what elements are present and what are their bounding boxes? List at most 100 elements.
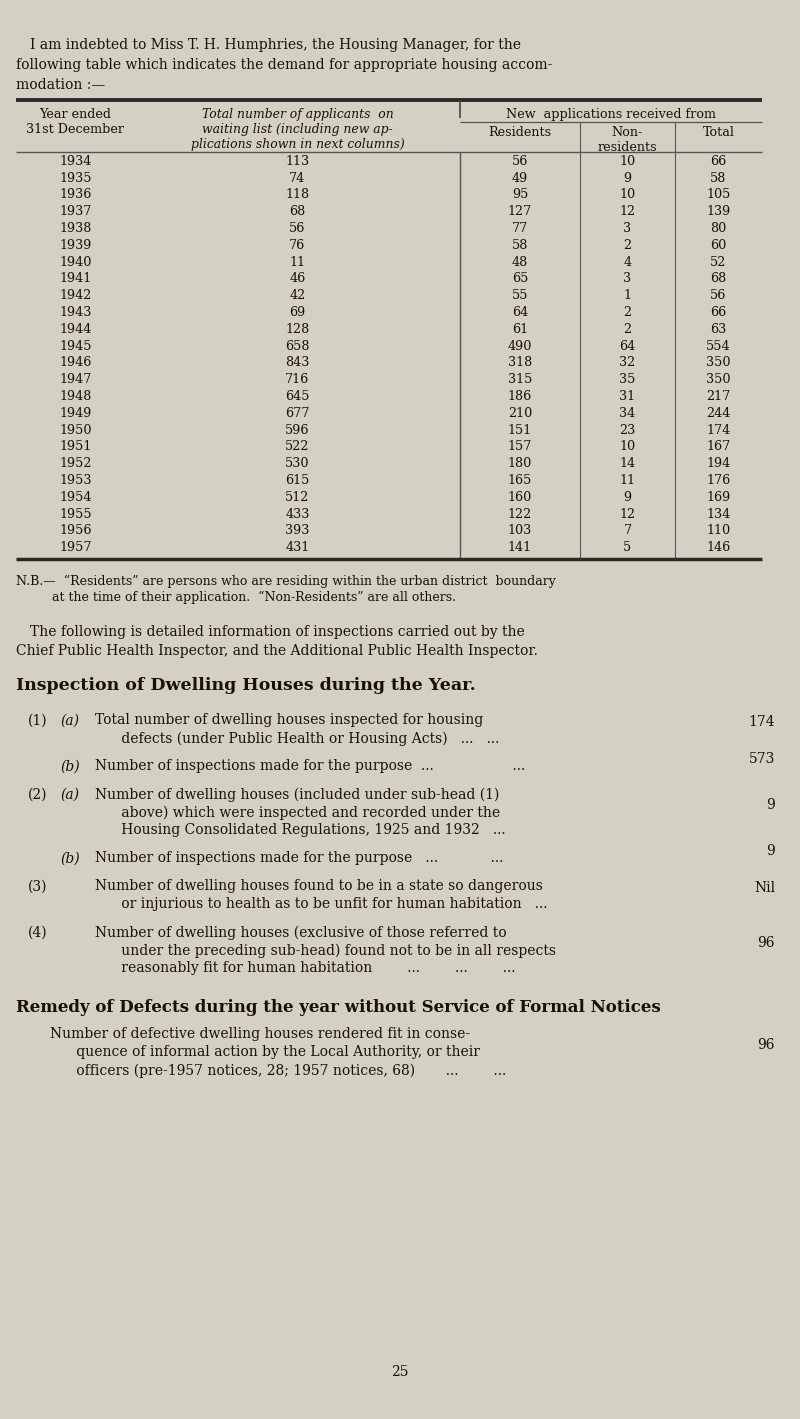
Text: under the preceding sub-head) found not to be in all respects: under the preceding sub-head) found not …	[95, 944, 556, 958]
Text: 9: 9	[623, 172, 631, 184]
Text: 530: 530	[286, 457, 310, 470]
Text: 1937: 1937	[59, 206, 92, 219]
Text: New  applications received from: New applications received from	[506, 108, 716, 121]
Text: 186: 186	[508, 390, 532, 403]
Text: 141: 141	[508, 541, 532, 555]
Text: Remedy of Defects during the year without Service of Formal Notices: Remedy of Defects during the year withou…	[16, 999, 661, 1016]
Text: 393: 393	[286, 525, 310, 538]
Text: 2: 2	[623, 238, 631, 251]
Text: 49: 49	[512, 172, 528, 184]
Text: above) which were inspected and recorded under the: above) which were inspected and recorded…	[95, 805, 500, 820]
Text: 146: 146	[706, 541, 730, 555]
Text: I am indebted to Miss T. H. Humphries, the Housing Manager, for the: I am indebted to Miss T. H. Humphries, t…	[30, 38, 521, 53]
Text: 11: 11	[290, 255, 306, 268]
Text: 596: 596	[286, 423, 310, 437]
Text: 217: 217	[706, 390, 730, 403]
Text: 65: 65	[512, 272, 528, 285]
Text: 658: 658	[286, 339, 310, 352]
Text: 1942: 1942	[59, 289, 92, 302]
Text: defects (under Public Health or Housing Acts)   ...   ...: defects (under Public Health or Housing …	[95, 731, 499, 745]
Text: 167: 167	[706, 440, 730, 453]
Text: 69: 69	[290, 307, 306, 319]
Text: 64: 64	[512, 307, 528, 319]
Text: 96: 96	[758, 1039, 775, 1053]
Text: 1934: 1934	[59, 155, 92, 167]
Text: 1945: 1945	[59, 339, 92, 352]
Text: Number of inspections made for the purpose  ...                  ...: Number of inspections made for the purpo…	[95, 759, 526, 773]
Text: 165: 165	[508, 474, 532, 487]
Text: 1941: 1941	[59, 272, 92, 285]
Text: 677: 677	[286, 407, 310, 420]
Text: (b): (b)	[60, 851, 80, 866]
Text: reasonably fit for human habitation        ...        ...        ...: reasonably fit for human habitation ... …	[95, 961, 515, 975]
Text: 1947: 1947	[59, 373, 92, 386]
Text: 68: 68	[290, 206, 306, 219]
Text: Residents: Residents	[489, 126, 551, 139]
Text: 122: 122	[508, 508, 532, 521]
Text: 76: 76	[290, 238, 306, 251]
Text: Total number of applicants  on
waiting list (including new ap-
plications shown : Total number of applicants on waiting li…	[190, 108, 404, 150]
Text: 9: 9	[766, 799, 775, 812]
Text: (b): (b)	[60, 759, 80, 773]
Text: quence of informal action by the Local Authority, or their: quence of informal action by the Local A…	[50, 1046, 480, 1059]
Text: 63: 63	[710, 322, 726, 336]
Text: officers (pre-1957 notices, 28; 1957 notices, 68)       ...        ...: officers (pre-1957 notices, 28; 1957 not…	[50, 1063, 506, 1077]
Text: 25: 25	[391, 1365, 409, 1379]
Text: 66: 66	[710, 155, 726, 167]
Text: Chief Public Health Inspector, and the Additional Public Health Inspector.: Chief Public Health Inspector, and the A…	[16, 644, 538, 658]
Text: 1944: 1944	[59, 322, 92, 336]
Text: 350: 350	[706, 373, 730, 386]
Text: 174: 174	[706, 423, 730, 437]
Text: Number of inspections made for the purpose   ...            ...: Number of inspections made for the purpo…	[95, 851, 503, 866]
Text: 61: 61	[512, 322, 528, 336]
Text: 105: 105	[706, 189, 730, 201]
Text: 151: 151	[508, 423, 532, 437]
Text: 3: 3	[623, 221, 631, 236]
Text: 1954: 1954	[59, 491, 92, 504]
Text: 32: 32	[619, 356, 636, 369]
Text: 64: 64	[619, 339, 636, 352]
Text: 3: 3	[623, 272, 631, 285]
Text: (3): (3)	[28, 880, 47, 893]
Text: 31: 31	[619, 390, 635, 403]
Text: 490: 490	[508, 339, 532, 352]
Text: 1957: 1957	[59, 541, 92, 555]
Text: 1956: 1956	[59, 525, 92, 538]
Text: N.B.—  “Residents” are persons who are residing within the urban district  bound: N.B.— “Residents” are persons who are re…	[16, 575, 556, 589]
Text: 95: 95	[512, 189, 528, 201]
Text: 48: 48	[512, 255, 528, 268]
Text: 74: 74	[290, 172, 306, 184]
Text: (4): (4)	[28, 925, 48, 939]
Text: 46: 46	[290, 272, 306, 285]
Text: 35: 35	[619, 373, 636, 386]
Text: at the time of their application.  “Non-Residents” are all others.: at the time of their application. “Non-R…	[16, 592, 456, 604]
Text: 56: 56	[290, 221, 306, 236]
Text: 1940: 1940	[59, 255, 92, 268]
Text: Nil: Nil	[754, 881, 775, 895]
Text: 134: 134	[706, 508, 730, 521]
Text: 68: 68	[710, 272, 726, 285]
Text: 11: 11	[619, 474, 635, 487]
Text: 350: 350	[706, 356, 730, 369]
Text: 7: 7	[623, 525, 631, 538]
Text: Inspection of Dwelling Houses during the Year.: Inspection of Dwelling Houses during the…	[16, 677, 476, 694]
Text: 176: 176	[706, 474, 730, 487]
Text: (1): (1)	[28, 714, 48, 727]
Text: 12: 12	[619, 508, 635, 521]
Text: 431: 431	[286, 541, 310, 555]
Text: 244: 244	[706, 407, 730, 420]
Text: 60: 60	[710, 238, 726, 251]
Text: 56: 56	[512, 155, 528, 167]
Text: 573: 573	[749, 752, 775, 766]
Text: 1951: 1951	[59, 440, 92, 453]
Text: 14: 14	[619, 457, 635, 470]
Text: Number of defective dwelling houses rendered fit in conse-: Number of defective dwelling houses rend…	[50, 1027, 470, 1042]
Text: 113: 113	[286, 155, 310, 167]
Text: 9: 9	[623, 491, 631, 504]
Text: 1953: 1953	[59, 474, 92, 487]
Text: following table which indicates the demand for appropriate housing accom-: following table which indicates the dema…	[16, 58, 552, 72]
Text: 2: 2	[623, 322, 631, 336]
Text: Number of dwelling houses (included under sub-head (1): Number of dwelling houses (included unde…	[95, 788, 499, 802]
Text: 56: 56	[710, 289, 726, 302]
Text: 42: 42	[290, 289, 306, 302]
